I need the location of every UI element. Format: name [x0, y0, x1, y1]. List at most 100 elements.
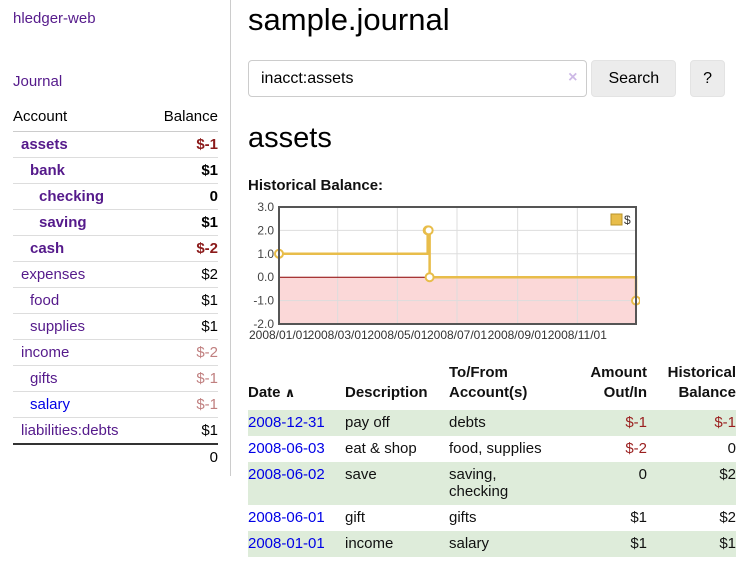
transaction-date-link[interactable]: 2008-06-03 — [248, 440, 325, 457]
account-link[interactable]: income — [21, 344, 70, 361]
clear-search-icon[interactable]: × — [568, 69, 578, 86]
search-button[interactable]: Search — [591, 60, 677, 97]
account-row: checking 0 — [13, 183, 218, 210]
transaction-balance: $2 — [719, 466, 736, 483]
register-row: 2008-01-01 income salary $1 $1 — [248, 531, 736, 557]
svg-text:2008/09/01: 2008/09/01 — [488, 328, 548, 342]
account-row: liabilities:debts $1 — [13, 417, 218, 445]
svg-text:0.0: 0.0 — [257, 270, 274, 284]
account-row: income $-2 — [13, 339, 218, 366]
accounts-header-account: Account — [13, 105, 149, 132]
register-header-date[interactable]: Date ∧ — [248, 384, 296, 401]
register-header-amount: Amount Out/In — [590, 364, 647, 401]
svg-text:2008/05/01: 2008/05/01 — [367, 328, 427, 342]
svg-text:1.0: 1.0 — [257, 247, 274, 261]
transaction-date-link[interactable]: 2008-06-01 — [248, 509, 325, 526]
page: hledger-web Journal Account Balance asse… — [0, 0, 736, 557]
svg-text:2008/01/01: 2008/01/01 — [249, 328, 309, 342]
transaction-description: eat & shop — [345, 440, 417, 457]
account-row: expenses $2 — [13, 261, 218, 288]
svg-text:2008/03/01: 2008/03/01 — [308, 328, 368, 342]
transaction-date-link[interactable]: 2008-01-01 — [248, 535, 325, 552]
register-row: 2008-06-01 gift gifts $1 $2 — [248, 505, 736, 531]
transaction-accounts: food, supplies — [449, 440, 542, 457]
accounts-table: Account Balance assets $-1 bank $1 check… — [13, 105, 218, 470]
account-balance: $1 — [148, 157, 218, 184]
svg-text:2.0: 2.0 — [257, 223, 274, 237]
chart-label: Historical Balance: — [248, 177, 384, 194]
account-balance: $1 — [148, 313, 218, 340]
transaction-amount: $1 — [630, 535, 647, 552]
account-link[interactable]: saving — [39, 214, 87, 231]
account-balance: $-1 — [148, 131, 218, 158]
svg-text:-1.0: -1.0 — [253, 294, 274, 308]
account-link[interactable]: bank — [30, 162, 66, 179]
accounts-header-balance: Balance — [148, 105, 218, 132]
register-row: 2008-12-31 pay off debts $-1 $-1 — [248, 410, 736, 436]
account-link[interactable]: supplies — [30, 318, 86, 335]
app-title-link[interactable]: hledger-web — [13, 10, 96, 27]
register-header-description: Description — [345, 384, 428, 401]
transaction-date-link[interactable]: 2008-12-31 — [248, 414, 325, 431]
account-link[interactable]: assets — [21, 136, 68, 153]
register-table: Date ∧ Description To/From Account(s) Am… — [248, 361, 736, 557]
transaction-balance: $1 — [719, 535, 736, 552]
account-page-title: assets — [248, 122, 332, 154]
account-row: salary $-1 — [13, 391, 218, 418]
transaction-accounts: gifts — [449, 509, 477, 526]
account-link[interactable]: salary — [30, 396, 71, 413]
accounts-total-balance: 0 — [209, 449, 218, 466]
register-header-balance: Historical Balance — [667, 364, 736, 401]
account-link[interactable]: gifts — [30, 370, 58, 387]
sidebar: hledger-web Journal Account Balance asse… — [0, 0, 231, 476]
search-input-wrap: × — [248, 60, 588, 97]
transaction-balance: $2 — [719, 509, 736, 526]
account-link[interactable]: liabilities:debts — [21, 422, 119, 439]
transaction-description: pay off — [345, 414, 390, 431]
account-balance: $-1 — [148, 365, 218, 392]
account-link[interactable]: cash — [30, 240, 65, 257]
account-row: bank $1 — [13, 157, 218, 184]
transaction-accounts: salary — [449, 535, 490, 552]
svg-text:2008/11/01: 2008/11/01 — [548, 328, 607, 342]
account-link[interactable]: checking — [39, 188, 105, 205]
register-row: 2008-06-03 eat & shop food, supplies $-2… — [248, 436, 736, 462]
account-link[interactable]: expenses — [21, 266, 86, 283]
account-balance: $-2 — [148, 339, 218, 366]
accounts-table-body: assets $-1 bank $1 checking 0 saving $1 … — [13, 131, 218, 445]
transaction-accounts: debts — [449, 414, 486, 431]
transaction-description: income — [345, 535, 394, 552]
account-link[interactable]: food — [30, 292, 60, 309]
search-input[interactable] — [248, 60, 588, 97]
account-balance: $1 — [148, 209, 218, 236]
svg-text:2008/07/01: 2008/07/01 — [427, 328, 487, 342]
page-title: sample.journal — [248, 2, 450, 37]
account-row: gifts $-1 — [13, 365, 218, 392]
transaction-description: save — [345, 466, 377, 483]
account-balance: $1 — [148, 287, 218, 314]
accounts-total-row: 0 — [13, 444, 218, 470]
svg-text:3.0: 3.0 — [257, 201, 274, 214]
account-row: supplies $1 — [13, 313, 218, 340]
transaction-amount: $1 — [630, 509, 647, 526]
transaction-date-link[interactable]: 2008-06-02 — [248, 466, 325, 483]
register-table-body: 2008-12-31 pay off debts $-1 $-1 2008-06… — [248, 410, 736, 557]
help-button[interactable]: ? — [690, 60, 725, 97]
transaction-amount: 0 — [638, 466, 647, 483]
account-balance: $1 — [148, 417, 218, 445]
account-balance: $2 — [148, 261, 218, 288]
search-form: × Search ? — [248, 60, 725, 97]
svg-text:$: $ — [624, 213, 631, 227]
account-balance: $-1 — [148, 391, 218, 418]
register-header-accounts: To/From Account(s) — [449, 364, 528, 401]
svg-text:-2.0: -2.0 — [253, 317, 274, 331]
transaction-accounts: saving, checking — [449, 466, 509, 500]
transaction-amount: $-1 — [625, 414, 647, 431]
account-balance: 0 — [148, 183, 218, 210]
transaction-balance: $-1 — [714, 414, 736, 431]
account-row: saving $1 — [13, 209, 218, 236]
account-row: cash $-2 — [13, 235, 218, 262]
sidebar-item-journal[interactable]: Journal — [13, 73, 63, 90]
transaction-balance: 0 — [727, 440, 736, 457]
main-content: sample.journal × Search ? assets Histori… — [231, 0, 736, 557]
